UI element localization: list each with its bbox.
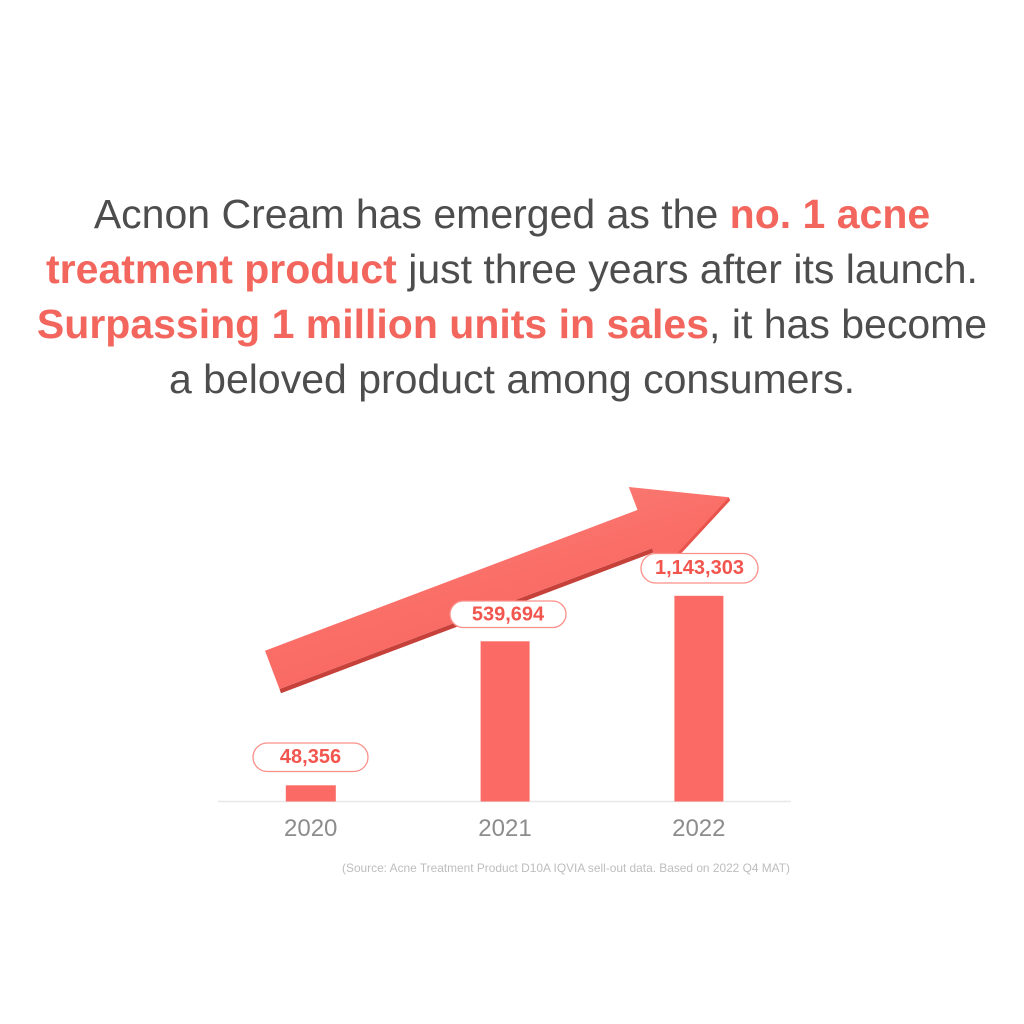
svg-text:2021: 2021 <box>478 815 531 842</box>
svg-text:2022: 2022 <box>672 815 725 842</box>
svg-text:2020: 2020 <box>284 815 337 842</box>
svg-text:48,356: 48,356 <box>280 746 341 768</box>
svg-text:(Source: Acne Treatment Produc: (Source: Acne Treatment Product D10A IQV… <box>342 861 790 875</box>
svg-text:539,694: 539,694 <box>472 604 545 626</box>
svg-text:1,143,303: 1,143,303 <box>655 557 744 579</box>
